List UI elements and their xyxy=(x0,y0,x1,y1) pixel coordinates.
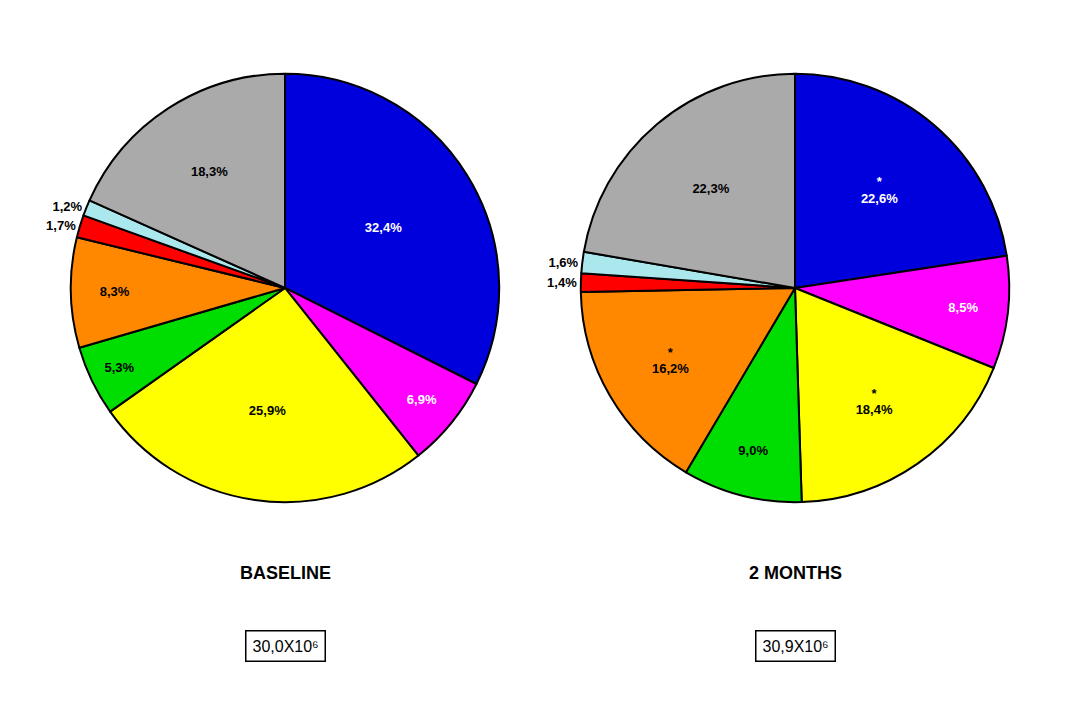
svg-text:1,4%: 1,4% xyxy=(547,275,577,290)
svg-text:1,6%: 1,6% xyxy=(549,255,579,270)
svg-text:32,4%: 32,4% xyxy=(365,220,402,235)
svg-text:18,3%: 18,3% xyxy=(191,164,228,179)
svg-text:9,0%: 9,0% xyxy=(738,443,768,458)
svg-text:25,9%: 25,9% xyxy=(249,403,286,418)
svg-text:22,3%: 22,3% xyxy=(692,181,729,196)
svg-text:2 MONTHS: 2 MONTHS xyxy=(749,563,842,583)
svg-text:BASELINE: BASELINE xyxy=(240,563,331,583)
svg-text:*22,6%: *22,6% xyxy=(861,174,898,206)
svg-text:*16,2%: *16,2% xyxy=(652,345,689,377)
svg-text:8,3%: 8,3% xyxy=(100,284,130,299)
svg-text:30,9X10⁶: 30,9X10⁶ xyxy=(763,638,829,655)
svg-text:30,0X10⁶: 30,0X10⁶ xyxy=(253,638,319,655)
svg-text:1,2%: 1,2% xyxy=(53,199,83,214)
svg-text:*18,4%: *18,4% xyxy=(856,386,893,418)
svg-text:1,7%: 1,7% xyxy=(46,218,76,233)
svg-text:6,9%: 6,9% xyxy=(407,392,437,407)
svg-text:5,3%: 5,3% xyxy=(104,360,134,375)
svg-text:8,5%: 8,5% xyxy=(948,300,978,315)
